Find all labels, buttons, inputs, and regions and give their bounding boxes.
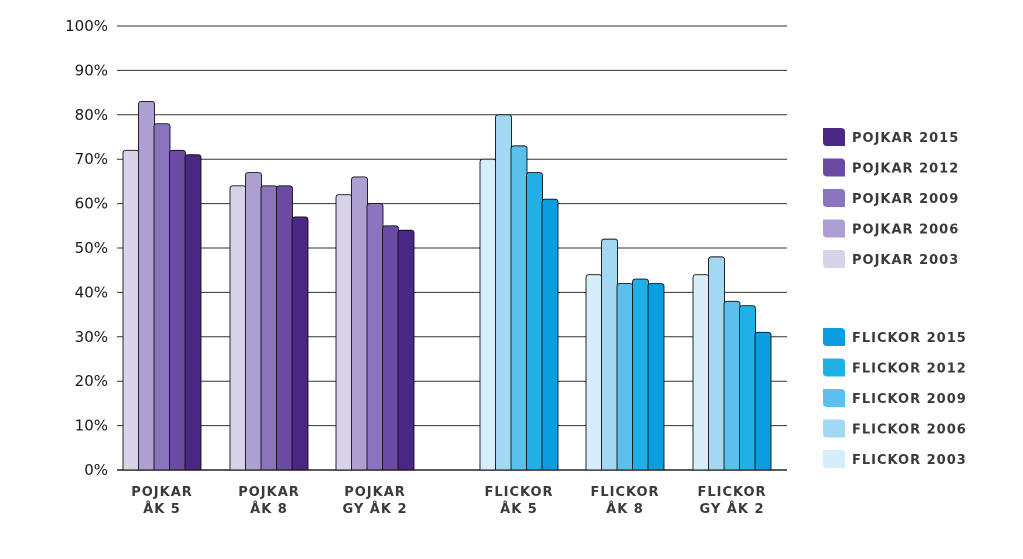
y-tick-label: 10% [75, 417, 108, 435]
gridlines [117, 25, 787, 471]
y-tick-label: 60% [75, 195, 108, 213]
bar [708, 256, 725, 471]
bar [276, 185, 293, 471]
bar [479, 158, 497, 471]
x-category-label: GY ÅK 2 [342, 501, 407, 517]
bar [184, 154, 202, 471]
y-tick-label: 50% [75, 239, 108, 257]
legend-label: FLICKOR 2009 [852, 392, 967, 407]
x-category-label: ÅK 8 [606, 501, 644, 517]
legend-label: POJKAR 2003 [852, 253, 959, 268]
legend-label: FLICKOR 2012 [852, 362, 967, 377]
legend-label: POJKAR 2012 [852, 162, 959, 177]
bar [754, 331, 772, 471]
legend-swatch [823, 450, 845, 468]
bar [169, 149, 186, 471]
bars [122, 101, 772, 471]
bar [382, 225, 399, 471]
legend-label: POJKAR 2015 [852, 131, 959, 146]
bar [245, 172, 262, 471]
bar [723, 300, 741, 471]
bar [510, 145, 528, 471]
bar [366, 203, 384, 471]
bar [541, 198, 559, 471]
bar [291, 216, 309, 471]
bar [138, 101, 155, 471]
legend-label: POJKAR 2009 [852, 192, 959, 207]
bar [601, 238, 618, 471]
legend-swatch [823, 358, 845, 377]
legend-swatch [823, 389, 845, 407]
legend-swatch [823, 219, 845, 238]
bar [229, 185, 247, 471]
y-tick-label: 40% [75, 283, 108, 301]
x-category-label: POJKAR [344, 485, 406, 500]
bar [153, 123, 171, 471]
x-category-label: POJKAR [238, 485, 300, 500]
bar [585, 274, 603, 471]
y-tick-label: 100% [65, 17, 108, 35]
x-category-label: FLICKOR [697, 485, 766, 500]
legend-swatch [823, 250, 845, 268]
y-tick-label: 80% [75, 106, 108, 124]
x-category-label: ÅK 5 [143, 501, 181, 517]
legend-label: FLICKOR 2015 [852, 331, 967, 346]
bar [335, 194, 353, 471]
y-tick-label: 0% [84, 461, 108, 479]
bar [122, 149, 140, 471]
bar [692, 274, 710, 471]
x-category-label: FLICKOR [484, 485, 553, 500]
bar [495, 114, 512, 471]
bar [632, 278, 649, 471]
legend-swatch [823, 419, 845, 438]
legend-swatch [823, 189, 845, 207]
y-tick-label: 90% [75, 61, 108, 79]
legend-swatch [823, 328, 845, 346]
x-category-label: GY ÅK 2 [699, 501, 764, 517]
x-category-label: POJKAR [131, 485, 193, 500]
bar [526, 172, 543, 471]
bar [351, 176, 368, 471]
bar [647, 283, 665, 471]
x-category-label: ÅK 5 [500, 501, 538, 517]
legend-swatch [823, 158, 845, 177]
x-category-label: FLICKOR [590, 485, 659, 500]
bar [739, 305, 756, 471]
bar [397, 229, 415, 471]
y-tick-label: 20% [75, 372, 108, 390]
y-tick-label: 30% [75, 328, 108, 346]
y-tick-label: 70% [75, 150, 108, 168]
legend: POJKAR 2015 POJKAR 2012 POJKAR 2009 POJKAR … [823, 128, 967, 468]
legend-label: FLICKOR 2006 [852, 423, 967, 438]
y-axis-tick-labels: 0% 10% 20% 30% 40% 50% 60% 70% 80% 90% 100% [65, 17, 108, 479]
legend-label: FLICKOR 2003 [852, 453, 967, 468]
legend-label: POJKAR 2006 [852, 223, 959, 238]
bar [616, 283, 634, 471]
bar [260, 185, 278, 471]
legend-swatch [823, 128, 845, 146]
x-category-label: ÅK 8 [250, 501, 288, 517]
